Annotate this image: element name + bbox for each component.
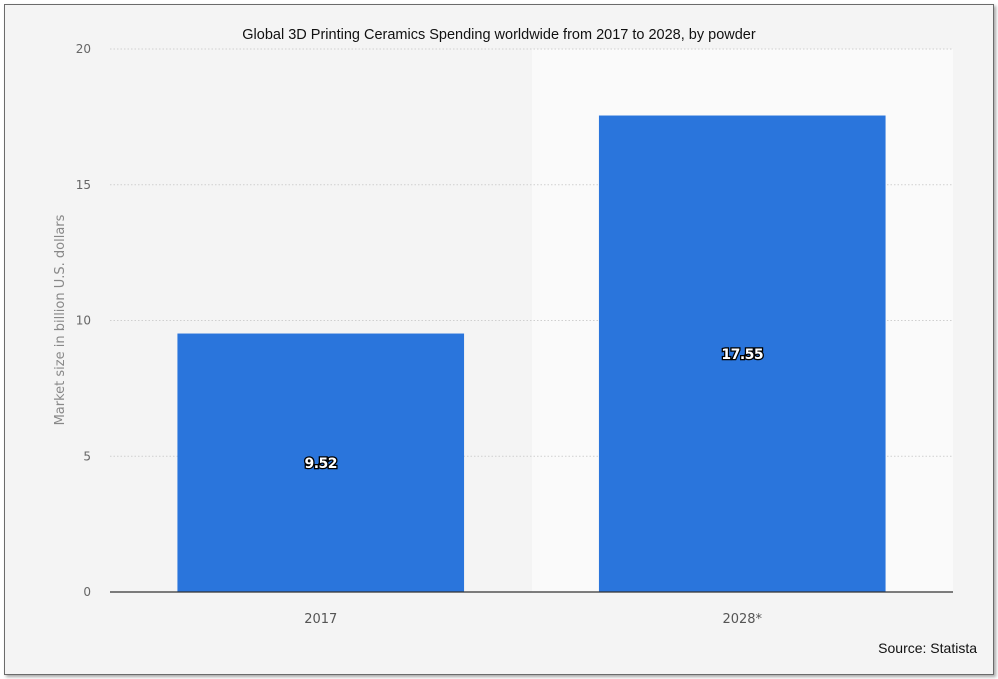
- y-tick-label: 5: [83, 449, 91, 463]
- y-tick-label: 15: [76, 178, 91, 192]
- data-label: 9.52: [304, 456, 337, 472]
- bar: [598, 115, 886, 592]
- data-label: 17.55: [721, 347, 763, 363]
- y-tick-label: 10: [76, 314, 91, 328]
- source-label: Source: Statista: [878, 640, 977, 656]
- chart-frame: Global 3D Printing Ceramics Spending wor…: [4, 4, 994, 675]
- bars: 9.52 17.55: [177, 115, 886, 592]
- y-tick-label: 20: [76, 42, 91, 56]
- y-tick-label: 0: [83, 585, 91, 599]
- x-tick-label: 2028*: [722, 612, 762, 627]
- bar-chart: 9.52 17.55 0 5 10 15 20 2017 2028* Market size…: [53, 42, 953, 627]
- y-axis-ticks: 0 5 10 15 20: [76, 42, 91, 599]
- chart-title: Global 3D Printing Ceramics Spending wor…: [242, 27, 756, 43]
- y-axis-label: Market size in billion U.S. dollars: [53, 214, 68, 425]
- bar: [177, 333, 465, 592]
- x-tick-label: 2017: [304, 612, 337, 627]
- x-axis-ticks: 2017 2028*: [304, 612, 762, 627]
